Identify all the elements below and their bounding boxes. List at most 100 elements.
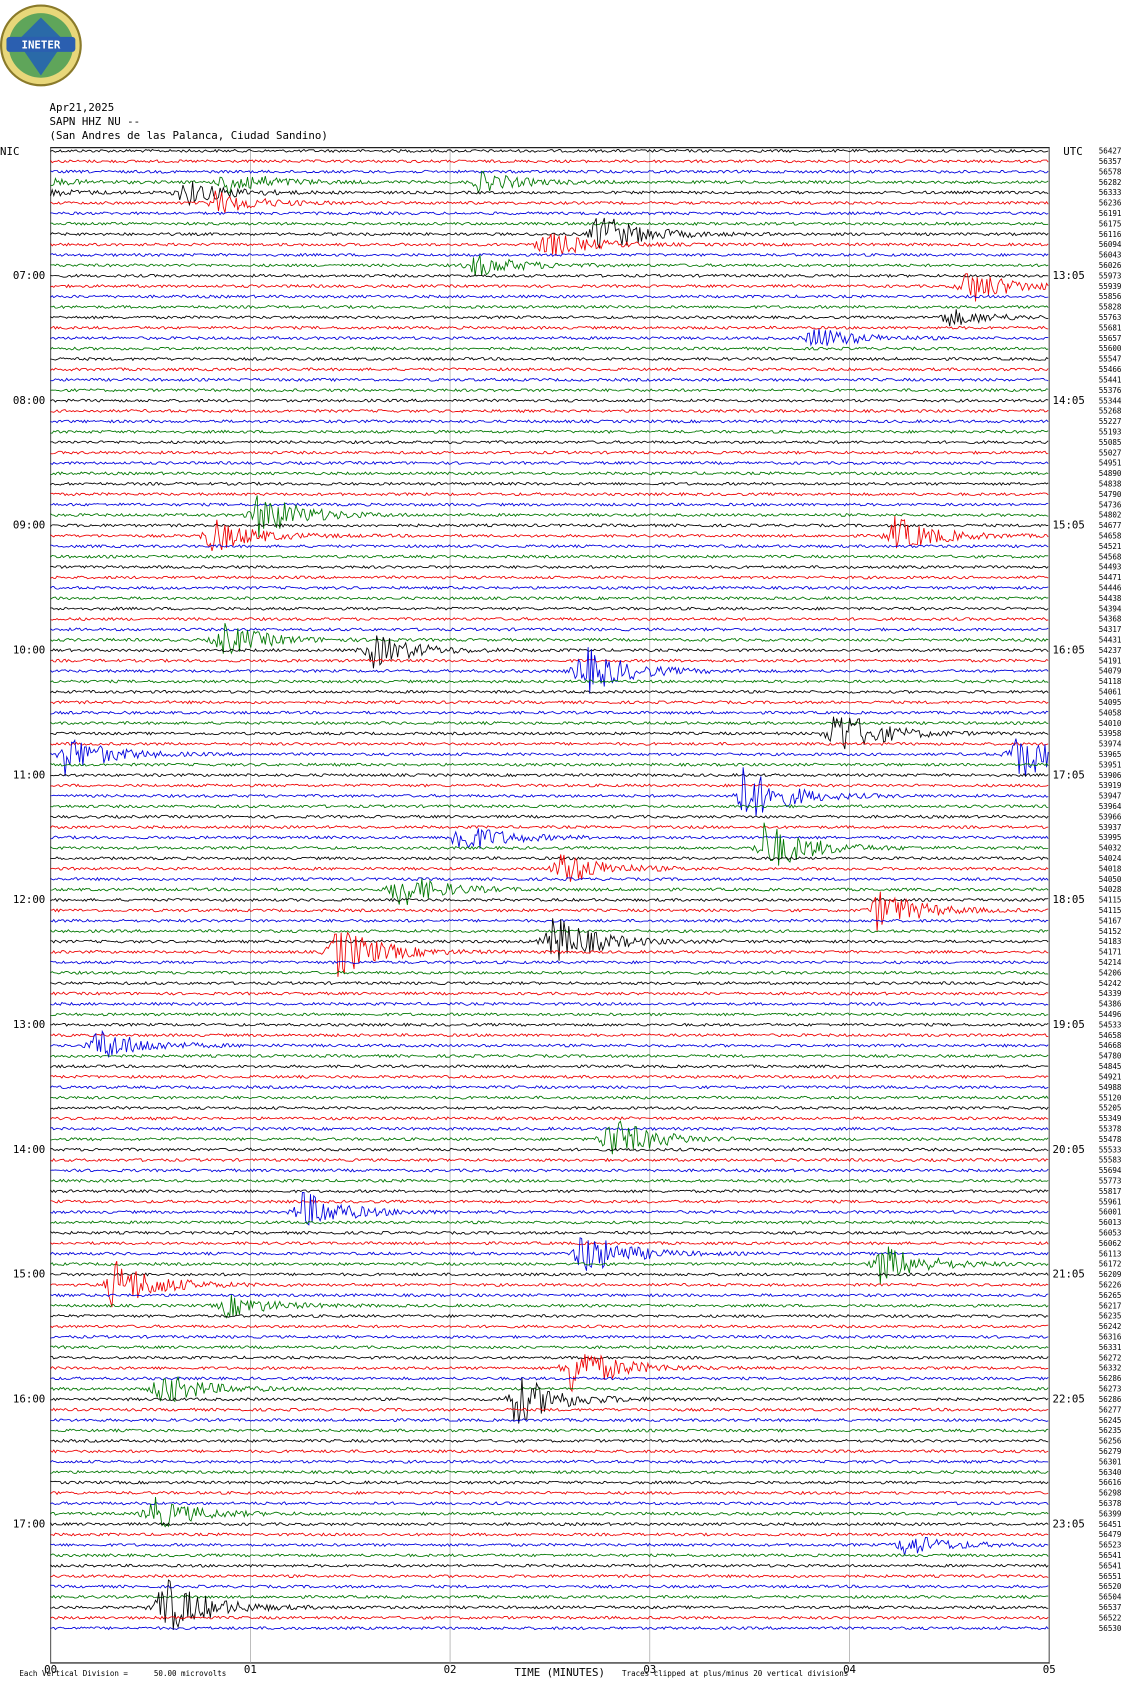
trace-count: 55828 — [1099, 303, 1122, 312]
trace-count: 54668 — [1099, 1041, 1122, 1050]
trace-count: 55120 — [1099, 1093, 1122, 1102]
trace-count: 56522 — [1099, 1613, 1122, 1622]
trace — [50, 585, 1049, 591]
trace — [50, 1085, 1049, 1090]
trace — [50, 419, 1049, 424]
trace-count: 55533 — [1099, 1145, 1122, 1154]
trace-count: 56541 — [1099, 1551, 1122, 1560]
trace — [50, 1168, 1049, 1173]
trace-count: 55085 — [1099, 438, 1122, 447]
trace-count: 56191 — [1099, 209, 1122, 218]
x-axis-label: TIME (MINUTES) — [514, 1666, 605, 1679]
trace — [50, 217, 1049, 250]
trace — [50, 1293, 1049, 1298]
trace — [50, 1157, 1049, 1163]
trace-count: 54736 — [1099, 500, 1122, 509]
trace-count: 54658 — [1099, 532, 1122, 541]
trace — [50, 931, 1049, 977]
trace — [50, 824, 1049, 830]
trace-count: 56479 — [1099, 1530, 1122, 1539]
trace — [50, 606, 1049, 611]
trace-count: 53995 — [1099, 833, 1122, 842]
trace-count: 56378 — [1099, 1499, 1122, 1508]
trace — [50, 1246, 1049, 1285]
trace-count: 55378 — [1099, 1124, 1122, 1133]
trace-count: 56399 — [1099, 1509, 1122, 1518]
trace — [50, 328, 1049, 347]
trace-count: 55583 — [1099, 1156, 1122, 1165]
trace — [50, 647, 1049, 694]
trace — [50, 1490, 1049, 1496]
trace-count: 55817 — [1099, 1187, 1122, 1196]
trace — [50, 502, 1049, 507]
trace — [50, 1012, 1049, 1017]
trace-count: 54339 — [1099, 989, 1122, 998]
trace — [50, 190, 1049, 213]
trace — [50, 1438, 1049, 1444]
trace — [50, 460, 1049, 466]
trace — [50, 1294, 1049, 1319]
trace — [50, 1354, 1049, 1393]
utc-hour-label: 21:05 — [1053, 1268, 1085, 1281]
trace-count: 56209 — [1099, 1270, 1122, 1279]
trace — [50, 918, 1049, 961]
trace-count: 54386 — [1099, 1000, 1122, 1009]
trace-count: 56523 — [1099, 1541, 1122, 1550]
trace-count: 56286 — [1099, 1374, 1122, 1383]
traces — [50, 148, 1049, 1631]
trace-count: 56094 — [1099, 240, 1122, 249]
trace-count: 54152 — [1099, 927, 1122, 936]
trace-count: 54568 — [1099, 552, 1122, 561]
trace — [50, 1033, 1049, 1038]
trace-count: 54061 — [1099, 688, 1122, 697]
trace-count: 54058 — [1099, 708, 1122, 717]
trace-count: 56236 — [1099, 199, 1122, 208]
trace-count: 55227 — [1099, 417, 1122, 426]
trace — [50, 1407, 1049, 1412]
trace-count: 55773 — [1099, 1177, 1122, 1186]
trace-count: 53958 — [1099, 729, 1122, 738]
trace-count: 54677 — [1099, 521, 1122, 530]
trace — [50, 1480, 1049, 1485]
trace — [50, 891, 1049, 932]
trace — [50, 1521, 1049, 1527]
trace-count: 56043 — [1099, 251, 1122, 260]
trace-count: 54317 — [1099, 625, 1122, 634]
nic-hour-label: 13:00 — [13, 1018, 45, 1031]
trace — [50, 1449, 1049, 1454]
trace-count: 56530 — [1099, 1624, 1122, 1633]
trace-count: 56520 — [1099, 1582, 1122, 1591]
trace — [50, 720, 1049, 726]
trace-count: 56116 — [1099, 230, 1122, 239]
utc-hour-label: 16:05 — [1053, 643, 1085, 656]
trace — [50, 346, 1049, 351]
trace-count: 54010 — [1099, 719, 1122, 728]
utc-hour-label: 20:05 — [1053, 1143, 1085, 1156]
nic-hour-label: 10:00 — [13, 643, 45, 656]
trace-count: 56332 — [1099, 1364, 1122, 1373]
utc-hour-label: 18:05 — [1053, 893, 1085, 906]
trace — [50, 772, 1049, 778]
trace — [50, 516, 1049, 552]
trace-count: 56175 — [1099, 219, 1122, 228]
trace — [50, 221, 1049, 226]
trace — [50, 1147, 1049, 1152]
trace-count: 56331 — [1099, 1343, 1122, 1352]
trace-count: 56282 — [1099, 178, 1122, 187]
trace-count: 54890 — [1099, 469, 1122, 478]
trace-count: 54845 — [1099, 1062, 1122, 1071]
trace-count: 56026 — [1099, 261, 1122, 270]
trace-count: 56541 — [1099, 1561, 1122, 1570]
trace — [50, 1074, 1049, 1079]
nic-hour-label: 14:00 — [13, 1143, 45, 1156]
trace — [50, 627, 1049, 632]
trace-count: 56537 — [1099, 1603, 1122, 1612]
station: SAPN HHZ NU -- — [50, 115, 141, 128]
trace — [50, 398, 1049, 403]
trace — [50, 1105, 1049, 1111]
trace — [50, 1260, 1049, 1308]
plot-frame — [50, 147, 1050, 1664]
trace-count: 56256 — [1099, 1437, 1122, 1446]
trace-count: 54780 — [1099, 1052, 1122, 1061]
trace-count: 54237 — [1099, 646, 1122, 655]
